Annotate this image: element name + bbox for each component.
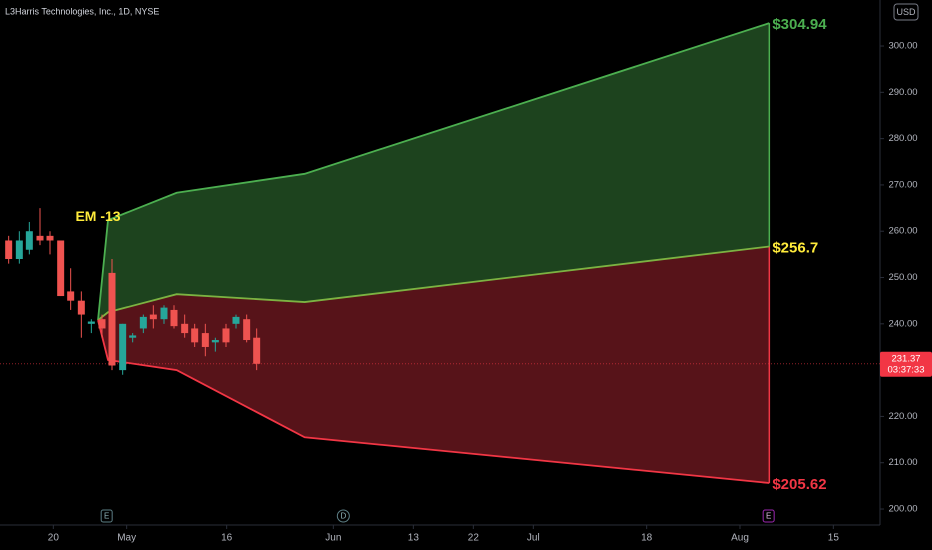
candle-body bbox=[139, 316, 147, 329]
event-marker[interactable]: E bbox=[100, 509, 113, 523]
y-tick-label: 260.00 bbox=[888, 226, 917, 237]
currency-box[interactable] bbox=[893, 3, 919, 21]
y-tick-label: 280.00 bbox=[888, 133, 917, 144]
candle-body bbox=[232, 316, 240, 324]
candle-body bbox=[15, 240, 23, 260]
band-line bbox=[97, 22, 770, 321]
candle-body bbox=[5, 240, 13, 260]
upper-band-fill bbox=[98, 23, 770, 321]
candle-body bbox=[57, 240, 65, 297]
candle-body bbox=[201, 333, 209, 347]
currency[interactable]: USD bbox=[896, 7, 916, 17]
price-label-box bbox=[880, 351, 932, 377]
x-tick-label: 22 bbox=[468, 533, 480, 544]
annotation: EM -13 bbox=[75, 208, 120, 224]
lower-band-fill bbox=[98, 246, 770, 484]
event-marker[interactable]: D bbox=[336, 509, 350, 523]
band-value-label: $304.94 bbox=[772, 16, 827, 33]
event-badge bbox=[100, 509, 113, 523]
x-tick-label: Jun bbox=[325, 533, 341, 544]
band-value-label: $256.7 bbox=[772, 239, 818, 256]
candle-body bbox=[211, 340, 219, 343]
y-tick-label: 220.00 bbox=[888, 411, 917, 422]
x-tick-label: Aug bbox=[731, 533, 749, 544]
band-line bbox=[97, 319, 770, 484]
candle-body bbox=[191, 328, 199, 343]
price-countdown: 03:37:33 bbox=[888, 364, 925, 375]
candle-body bbox=[108, 272, 116, 366]
y-tick-label: 210.00 bbox=[888, 457, 917, 468]
candle-body bbox=[253, 337, 261, 364]
y-tick-label: 250.00 bbox=[888, 272, 917, 283]
candle-body bbox=[36, 235, 44, 241]
band-line bbox=[97, 245, 770, 321]
x-tick-label: 20 bbox=[48, 533, 60, 544]
event-badge bbox=[336, 509, 350, 523]
y-tick-label: 300.00 bbox=[888, 41, 917, 52]
price-label: 231.37 bbox=[891, 353, 920, 364]
candle-body bbox=[160, 307, 168, 320]
candle-body bbox=[87, 321, 95, 324]
x-tick-label: 13 bbox=[408, 533, 420, 544]
candle-body bbox=[46, 235, 54, 241]
x-tick-label: May bbox=[117, 533, 136, 544]
candle-body bbox=[170, 309, 178, 327]
y-tick-label: 240.00 bbox=[888, 318, 917, 329]
x-tick-label: 16 bbox=[221, 533, 233, 544]
candle-body bbox=[149, 314, 157, 320]
candle-body bbox=[129, 335, 137, 338]
candle-body bbox=[25, 231, 33, 250]
candle-body bbox=[222, 328, 230, 343]
y-tick-label: 290.00 bbox=[888, 87, 917, 98]
candle-body bbox=[67, 291, 75, 301]
candle-body bbox=[98, 319, 106, 329]
event-label: D bbox=[340, 512, 346, 521]
x-tick-label: 15 bbox=[828, 533, 840, 544]
candle-body bbox=[119, 323, 127, 371]
event-label: E bbox=[104, 512, 109, 521]
x-tick-label: Jul bbox=[527, 533, 540, 544]
event-label: E bbox=[766, 512, 771, 521]
chart-title: L3Harris Technologies, Inc., 1D, NYSE bbox=[5, 6, 159, 16]
candle-body bbox=[77, 300, 85, 315]
band-value-label: $205.62 bbox=[772, 476, 826, 493]
x-tick-label: 18 bbox=[641, 533, 653, 544]
y-tick-label: 200.00 bbox=[888, 504, 917, 515]
event-badge bbox=[762, 509, 775, 523]
y-tick-label: 270.00 bbox=[888, 179, 917, 190]
candle-body bbox=[243, 319, 251, 341]
candle-body bbox=[181, 323, 189, 334]
event-marker[interactable]: E bbox=[762, 509, 775, 523]
